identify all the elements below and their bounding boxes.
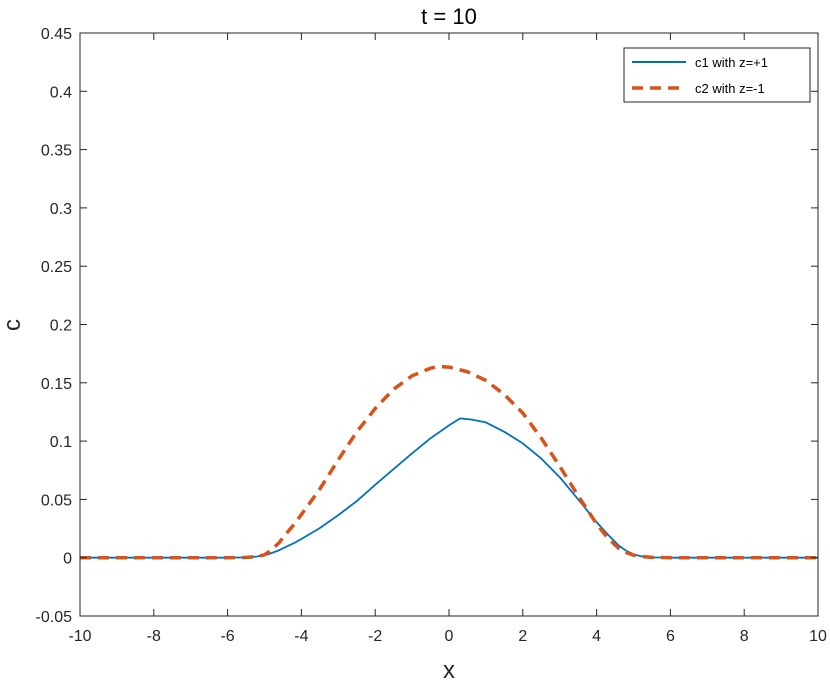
legend-label-c1: c1 with z=+1 bbox=[695, 55, 768, 70]
legend-box bbox=[623, 47, 811, 103]
x-tick-label: 2 bbox=[518, 628, 527, 645]
series-line-1 bbox=[80, 417, 818, 559]
x-tick-label: 10 bbox=[809, 628, 827, 645]
y-tick-label: 0 bbox=[63, 551, 72, 568]
y-axis-title: c bbox=[0, 319, 26, 331]
chart-title: t = 10 bbox=[421, 4, 477, 29]
y-tick-label: 0.05 bbox=[41, 492, 72, 509]
y-tick-label: 0.3 bbox=[50, 201, 72, 218]
x-tick-label: 8 bbox=[740, 628, 749, 645]
y-tick-label: 0.45 bbox=[41, 26, 72, 43]
series-layer bbox=[80, 364, 818, 560]
y-tick-label: 0.4 bbox=[50, 84, 72, 101]
x-tick-label: 0 bbox=[445, 628, 454, 645]
y-tick-label: 0.35 bbox=[41, 143, 72, 160]
x-tick-label: -8 bbox=[147, 628, 161, 645]
x-tick-label: 6 bbox=[666, 628, 675, 645]
y-tick-label: 0.15 bbox=[41, 376, 72, 393]
x-tick-label: 4 bbox=[592, 628, 601, 645]
y-tick-label: 0.1 bbox=[50, 434, 72, 451]
y-tick-label: 0.2 bbox=[50, 318, 72, 335]
x-tick-label: -6 bbox=[220, 628, 234, 645]
y-tick-label: -0.05 bbox=[36, 609, 73, 626]
y-tick-label: 0.25 bbox=[41, 259, 72, 276]
series-line-2 bbox=[80, 364, 818, 560]
legend-label-c2: c2 with z=-1 bbox=[695, 81, 765, 96]
x-tick-label: -10 bbox=[68, 628, 91, 645]
x-tick-label: -4 bbox=[294, 628, 308, 645]
plot-area-background bbox=[80, 33, 818, 616]
x-axis-title: x bbox=[443, 657, 455, 680]
x-tick-label: -2 bbox=[368, 628, 382, 645]
legend: c1 with z=+1 c2 with z=-1 bbox=[623, 47, 811, 103]
ticks-layer: -10 -8 -6 -4 -2 0 2 4 6 8 10 -0.05 0 0.05 0.1 0.15 0.2 0.… bbox=[36, 26, 827, 645]
